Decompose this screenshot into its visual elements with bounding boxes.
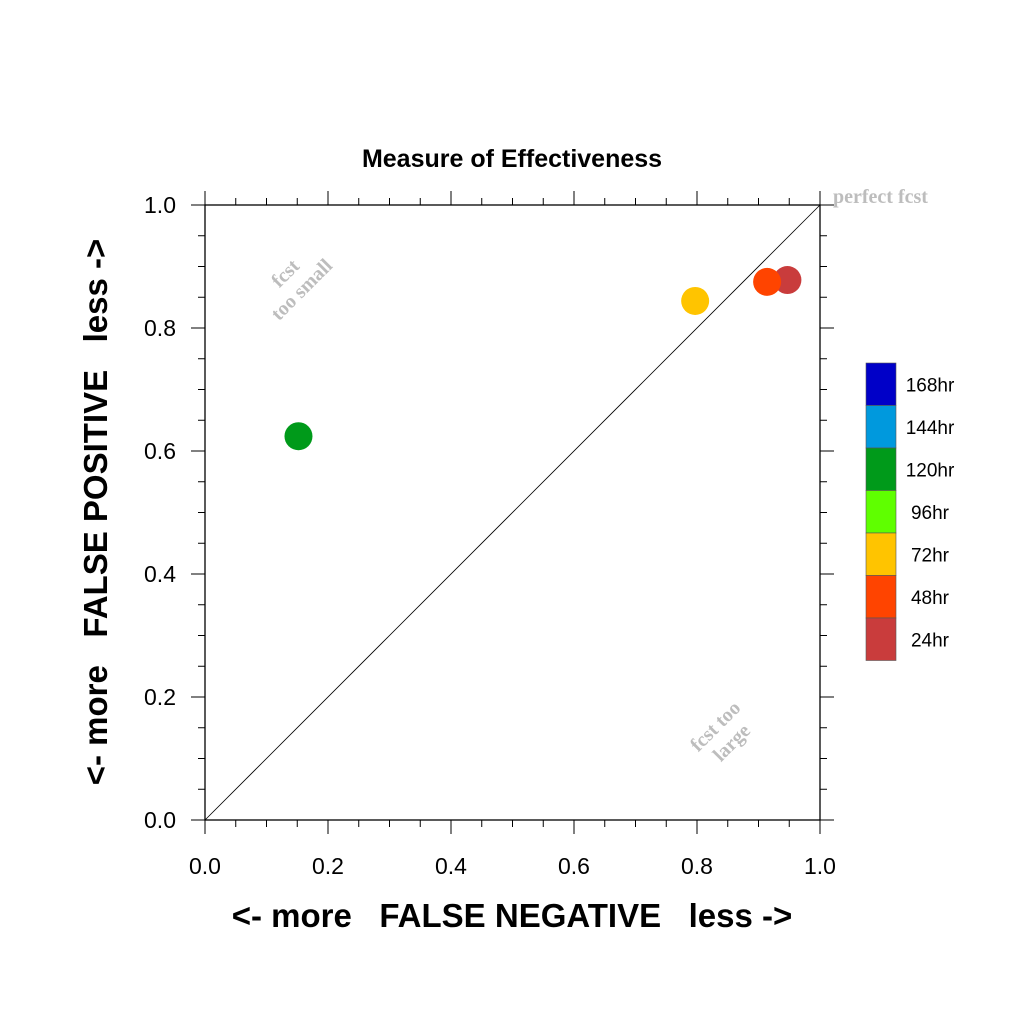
data-point-48hr [753, 267, 782, 296]
chart-title: Measure of Effectiveness [362, 145, 662, 173]
y-tick-label: 0.2 [144, 684, 176, 710]
y-tick-label: 0.4 [144, 561, 176, 587]
legend-swatch-48hr [865, 575, 897, 619]
y-tick-label: 0.6 [144, 438, 176, 464]
legend-label: 72hr [911, 545, 950, 566]
perfect-forecast-diagonal [204, 204, 821, 821]
legend-swatch-120hr [865, 447, 897, 491]
data-points [284, 266, 802, 451]
legend-label: 24hr [911, 630, 950, 651]
legend-label: 120hr [906, 460, 955, 481]
plot-area [191, 191, 834, 834]
data-point-24hr [773, 266, 802, 295]
x-tick-label: 0.0 [189, 853, 221, 879]
y-tick-label: 1.0 [144, 192, 176, 218]
legend: 168hr 144hr 120hr 96hr 72hr 48hr 24hr [865, 362, 955, 661]
legend-label: 96hr [911, 503, 950, 524]
y-axis-label: <- more FALSE POSITIVE less -> [77, 239, 114, 786]
legend-swatch-72hr [865, 532, 897, 576]
y-tick-label: 0.0 [144, 807, 176, 833]
x-tick-label: 1.0 [804, 853, 836, 879]
too-large-annotation: fcst too large [686, 697, 755, 766]
y-axis-tick-labels: 0.0 0.2 0.4 0.6 0.8 1.0 [144, 192, 176, 833]
data-point-72hr [681, 286, 710, 315]
legend-label: 168hr [906, 375, 955, 396]
x-tick-label: 0.2 [312, 853, 344, 879]
legend-label: 48hr [911, 588, 950, 609]
perfect-forecast-annotation: perfect fcst [833, 186, 928, 208]
data-point-120hr [284, 422, 313, 451]
axis-ticks [191, 191, 834, 834]
x-tick-label: 0.4 [435, 853, 467, 879]
x-tick-label: 0.8 [681, 853, 713, 879]
legend-swatch-24hr [865, 617, 897, 661]
legend-swatch-168hr [865, 362, 897, 406]
legend-swatch-144hr [865, 405, 897, 449]
x-tick-label: 0.6 [558, 853, 590, 879]
too-small-annotation: fcst too small [267, 255, 337, 325]
x-axis-tick-labels: 0.0 0.2 0.4 0.6 0.8 1.0 [189, 853, 836, 879]
legend-label: 144hr [906, 418, 955, 439]
x-axis-label: <- more FALSE NEGATIVE less -> [232, 897, 793, 934]
legend-swatch-96hr [865, 490, 897, 534]
y-tick-label: 0.8 [144, 315, 176, 341]
